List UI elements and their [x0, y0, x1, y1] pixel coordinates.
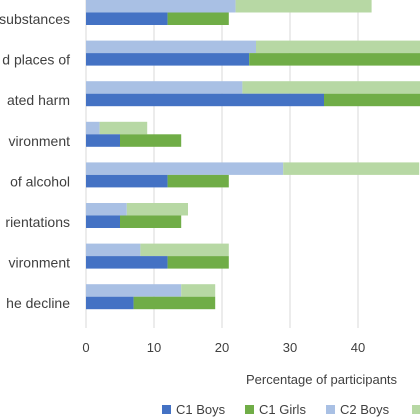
- legend-swatch: [162, 405, 171, 414]
- legend-label: C1 Boys: [176, 402, 226, 417]
- bar-c1-1-cat-0: [167, 12, 229, 25]
- legend-swatch: [245, 405, 254, 414]
- x-axis-title: Percentage of participants: [246, 372, 398, 387]
- x-tick-label: 0: [82, 340, 89, 355]
- bar-c2-1-cat-5: [126, 203, 188, 216]
- bar-c2-0-cat-2: [86, 81, 243, 94]
- bar-c1-0-cat-2: [86, 93, 324, 107]
- legend-swatch: [326, 405, 335, 414]
- bar-c2-1-cat-4: [283, 162, 420, 175]
- bar-c1-0-cat-0: [86, 12, 168, 25]
- category-label: ated harm: [7, 92, 70, 108]
- bar-c1-1-cat-6: [167, 256, 229, 269]
- bar-c2-0-cat-5: [86, 203, 127, 216]
- category-labels: substances d places of ated harm vironment o…: [0, 11, 70, 311]
- bar-c2-1-cat-1: [256, 40, 420, 54]
- x-tick-label: 30: [283, 340, 297, 355]
- bar-c1-1-cat-1: [249, 53, 420, 66]
- legend: C1 Boys C1 Girls C2 Boys: [162, 402, 420, 417]
- bar-c2-1-cat-3: [99, 121, 148, 135]
- bar-c2-1-cat-7: [181, 284, 216, 297]
- category-label: vironment: [9, 255, 71, 271]
- x-tick-label: 10: [147, 340, 161, 355]
- bar-c1-0-cat-1: [86, 53, 250, 66]
- x-axis-ticks: 0 10 20 30 40: [82, 340, 365, 355]
- x-tick-label: 40: [351, 340, 365, 355]
- bar-c1-1-cat-2: [324, 93, 420, 107]
- bar-c1-1-cat-7: [133, 296, 216, 310]
- category-label: rientations: [5, 214, 70, 230]
- bar-c2-1-cat-0: [235, 0, 372, 13]
- bar-c2-0-cat-3: [86, 121, 100, 135]
- bar-c2-0-cat-7: [86, 284, 182, 297]
- legend-label: C1 Girls: [259, 402, 306, 417]
- bar-c1-0-cat-5: [86, 215, 120, 228]
- bar-c1-0-cat-6: [86, 256, 168, 269]
- bar-c1-1-cat-5: [120, 215, 182, 228]
- category-label: of alcohol: [10, 173, 70, 189]
- legend-label: C2 Boys: [340, 402, 390, 417]
- x-tick-label: 20: [215, 340, 229, 355]
- category-label: substances: [0, 11, 70, 27]
- bar-c2-0-cat-0: [86, 0, 236, 13]
- bar-c2-0-cat-4: [86, 162, 284, 175]
- bar-c2-0-cat-1: [86, 40, 256, 54]
- bar-c1-1-cat-4: [167, 174, 229, 188]
- category-label: he decline: [6, 295, 70, 311]
- bar-c2-1-cat-2: [242, 81, 420, 94]
- category-label: vironment: [9, 133, 71, 149]
- bar-c1-0-cat-7: [86, 296, 134, 310]
- legend-swatch: [412, 405, 420, 414]
- bar-c1-0-cat-3: [86, 134, 120, 147]
- bar-c1-1-cat-3: [120, 134, 182, 147]
- bar-c2-1-cat-6: [140, 243, 229, 257]
- category-label: d places of: [2, 52, 70, 68]
- bar-c1-0-cat-4: [86, 174, 168, 188]
- bars: [86, 0, 420, 310]
- bar-c2-0-cat-6: [86, 243, 141, 257]
